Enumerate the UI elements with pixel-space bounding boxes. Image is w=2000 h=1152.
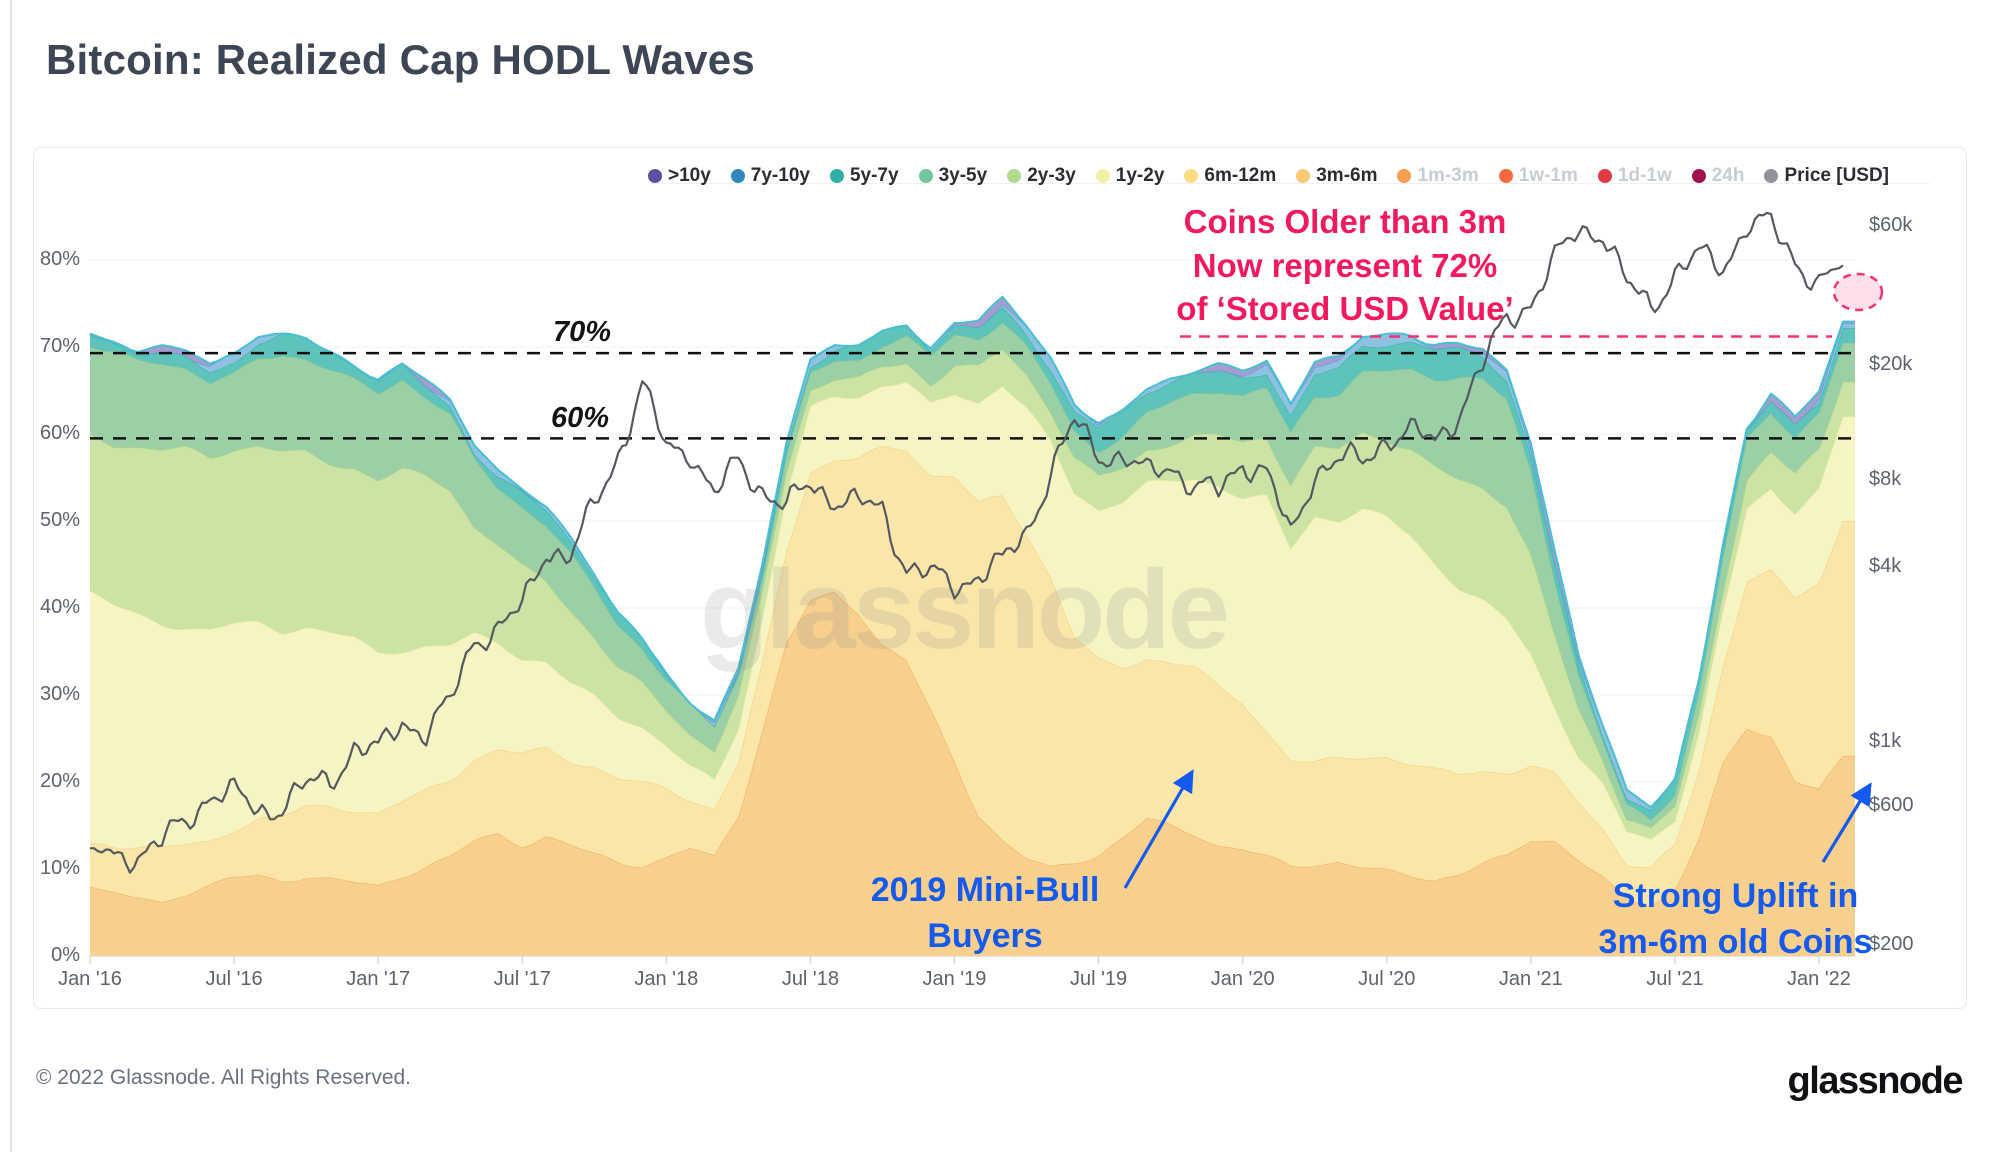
arrow-strong-uplift: [1821, 782, 1872, 863]
annotation-line: 3m-6m old Coins: [1598, 922, 1873, 961]
annotation-strong-uplift: Strong Uplift in 3m-6m old Coins: [1563, 874, 1908, 966]
legend-item-label: 2y-3y: [1027, 165, 1076, 186]
legend-item-label: 6m-12m: [1204, 165, 1277, 186]
legend-item-label: 7y-10y: [750, 165, 810, 186]
legend-item-label: >10y: [668, 165, 711, 186]
legend-item-price-usd-[interactable]: Price [USD]: [1764, 165, 1889, 187]
legend-item--10y[interactable]: >10y: [648, 165, 711, 187]
legend-item-5y-7y[interactable]: 5y-7y: [829, 165, 899, 187]
legend-item-1y-2y[interactable]: 1y-2y: [1095, 165, 1165, 187]
annotation-line: Coins Older than 3m: [1183, 203, 1507, 240]
footer-copyright: © 2022 Glassnode. All Rights Reserved.: [36, 1066, 412, 1089]
legend-dot-icon: [1296, 169, 1311, 183]
legend-dot-icon: [730, 169, 745, 183]
legend-item-label: 1y-2y: [1115, 165, 1165, 186]
legend-item-24h[interactable]: 24h: [1691, 165, 1745, 187]
legend-item-6m-12m[interactable]: 6m-12m: [1184, 165, 1276, 187]
annotation-line: Buyers: [927, 916, 1043, 955]
legend-item-1m-3m[interactable]: 1m-3m: [1397, 165, 1479, 187]
legend-item-label: 3m-6m: [1316, 165, 1378, 186]
annotation-line: 2019 Mini-Bull: [870, 871, 1100, 909]
arrow-mini-bull: [1123, 769, 1194, 889]
legend-dot-icon: [1184, 169, 1199, 183]
legend-dot-icon: [1691, 169, 1706, 183]
legend-dot-icon: [1095, 169, 1110, 183]
legend-item-label: 1d-1w: [1617, 165, 1672, 186]
band-3m-6m: [90, 591, 1855, 956]
legend-dot-icon: [1597, 169, 1612, 183]
page-title: Bitcoin: Realized Cap HODL Waves: [46, 36, 755, 83]
watermark: glassnode: [700, 547, 1230, 672]
legend-dot-icon: [829, 169, 844, 183]
legend-item-label: 3y-5y: [938, 165, 988, 186]
legend-dot-icon: [1764, 169, 1779, 183]
legend-separator: [648, 183, 1930, 184]
annotation-line: Now represent 72%: [1192, 246, 1498, 284]
glassnode-logo: glassnode: [1787, 1060, 1964, 1102]
stack-top-edge: [89, 295, 1855, 809]
band-3y-5y: [90, 322, 1855, 828]
annotation-line: Strong Uplift in: [1612, 877, 1859, 915]
legend-item-2y-3y[interactable]: 2y-3y: [1007, 165, 1076, 187]
legend-item-1w-1m[interactable]: 1w-1m: [1498, 165, 1578, 187]
legend-item-1d-1w[interactable]: 1d-1w: [1597, 165, 1672, 187]
legend-item-label: Price [USD]: [1784, 165, 1890, 186]
legend-item-label: 1m-3m: [1417, 165, 1479, 186]
band-6m-12m: [90, 446, 1855, 907]
legend-dot-icon: [918, 169, 933, 183]
legend-dot-icon: [1397, 169, 1412, 183]
legend-item-label: 24h: [1711, 165, 1745, 186]
legend-item-7y-10y[interactable]: 7y-10y: [730, 165, 810, 187]
price-line: [89, 211, 1844, 874]
ref-label-60: 60%: [550, 402, 610, 434]
band-1y-2y: [90, 381, 1855, 868]
legend-item-label: 5y-7y: [849, 165, 899, 186]
legend-dot-icon: [648, 169, 662, 183]
legend-dot-icon: [1498, 169, 1513, 183]
highlight-ellipse: [1832, 272, 1884, 312]
page-left-border: [10, 0, 12, 1152]
legend-item-3m-6m[interactable]: 3m-6m: [1296, 165, 1377, 187]
annotation-mini-bull: 2019 Mini-Bull Buyers: [845, 868, 1125, 960]
legend-item-label: 1w-1m: [1518, 165, 1578, 186]
band-5y-7y: [90, 307, 1855, 820]
annotation-coins-older-3m: Coins Older than 3m Now represent 72% of…: [1150, 200, 1540, 331]
annotation-line: of ‘Stored USD Value’: [1176, 290, 1514, 328]
band-2y-3y: [90, 349, 1855, 840]
legend-dot-icon: [1007, 169, 1022, 183]
chart-legend: >10y 7y-10y 5y-7y 3y-5y 2y-3y 1y-2y 6m-12m 3m-6…: [648, 165, 1889, 187]
ref-label-70: 70%: [552, 316, 612, 348]
legend-item-3y-5y[interactable]: 3y-5y: [918, 165, 988, 187]
